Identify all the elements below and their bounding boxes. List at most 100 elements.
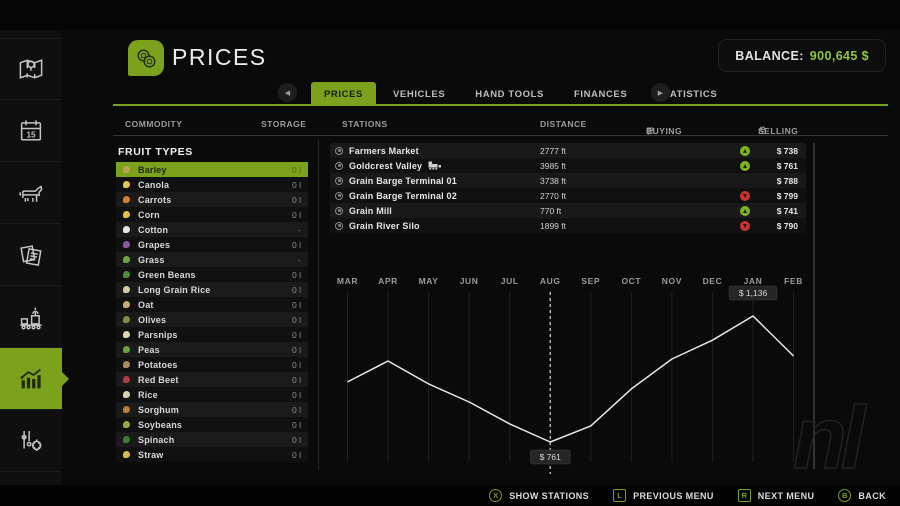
tab-prices[interactable]: PRICES <box>311 82 376 106</box>
station-name: Farmers Market <box>349 145 419 156</box>
selling-icon <box>758 126 767 135</box>
balance-value: 900,645 $ <box>809 48 869 63</box>
station-row[interactable]: Grain Barge Terminal 02 2770 ft $ 799 <box>330 188 806 203</box>
sidebar-item-settings[interactable] <box>0 410 62 472</box>
fruit-type-row[interactable]: Red Beet 0 l <box>116 372 308 387</box>
watermark-logo: nl <box>792 388 866 487</box>
fruit-type-row[interactable]: Potatoes 0 l <box>116 357 308 372</box>
tabs-prev-button[interactable]: ◀ <box>278 83 297 102</box>
hint-next-menu[interactable]: R NEXT MENU <box>737 489 815 502</box>
crop-storage-value: 0 l <box>292 299 301 310</box>
month-label: JAN <box>744 276 763 286</box>
crop-name: Grapes <box>138 239 171 250</box>
station-name-cell: Grain Barge Terminal 01 <box>335 173 457 188</box>
fruit-type-row[interactable]: Cotton - <box>116 222 308 237</box>
month-label: DEC <box>703 276 723 286</box>
sidebar-item-animals[interactable] <box>0 162 62 224</box>
production-icon <box>16 302 46 332</box>
station-name: Grain Barge Terminal 01 <box>349 175 457 186</box>
station-distance: 3985 ft <box>540 161 566 171</box>
fruit-type-row[interactable]: Spinach 0 l <box>116 432 308 447</box>
station-name-cell: Grain River Silo <box>335 218 420 233</box>
sidebar-item-statistics[interactable] <box>0 348 69 410</box>
station-row[interactable]: Grain Mill 770 ft $ 741 <box>330 203 806 218</box>
button-hint-bar: X SHOW STATIONS L PREVIOUS MENU R NEXT MENU B B… <box>0 485 900 506</box>
station-price: $ 788 <box>776 176 798 186</box>
sidebar-item-calendar[interactable]: 15 <box>0 100 62 162</box>
gamepad-button-l-icon: L <box>613 489 627 502</box>
fruit-type-row[interactable]: Green Beans 0 l <box>116 267 308 282</box>
price-annotation-label: $ 1,136 <box>739 288 768 298</box>
sidebar-item-contracts[interactable] <box>0 224 62 286</box>
crop-storage-value: 0 l <box>292 434 301 445</box>
tab-statistics[interactable]: STATISTICS <box>657 88 718 100</box>
crop-name: Rice <box>138 389 158 400</box>
hint-back[interactable]: B BACK <box>838 489 886 502</box>
prices-icon <box>128 40 164 76</box>
settings-icon <box>16 426 46 456</box>
fruit-type-row[interactable]: Peas 0 l <box>116 342 308 357</box>
month-label: APR <box>378 276 398 286</box>
sidebar-item-map[interactable] <box>0 38 62 100</box>
stations-table: Farmers Market 2777 ft $ 738 Goldcrest Vall… <box>330 143 806 233</box>
crop-storage-value: 0 l <box>292 239 301 250</box>
crop-name: Straw <box>138 449 164 460</box>
crop-name: Cotton <box>138 224 169 235</box>
fruit-type-row[interactable]: Oat 0 l <box>116 297 308 312</box>
sidebar-item-production[interactable] <box>0 286 62 348</box>
crop-icon <box>123 331 130 338</box>
tab-finances[interactable]: FINANCES <box>573 88 628 100</box>
column-stations: STATIONS <box>342 119 388 129</box>
fruit-type-list: Barley 0 l Canola 0 l Carrots 0 l Corn 0 l Cotto… <box>116 162 308 462</box>
fruit-type-row[interactable]: Straw 0 l <box>116 447 308 462</box>
crop-name: Barley <box>138 164 167 175</box>
station-row[interactable]: Grain River Silo 1899 ft $ 790 <box>330 218 806 233</box>
fruit-type-row[interactable]: Parsnips 0 l <box>116 327 308 342</box>
fruit-type-row[interactable]: Rice 0 l <box>116 387 308 402</box>
fruit-type-row[interactable]: Sorghum 0 l <box>116 402 308 417</box>
station-name: Grain Mill <box>349 205 393 216</box>
fruit-type-row[interactable]: Soybeans 0 l <box>116 417 308 432</box>
tab-underline <box>113 104 888 106</box>
month-label: JUN <box>460 276 479 286</box>
crop-storage-value: 0 l <box>292 179 301 190</box>
crop-name: Peas <box>138 344 160 355</box>
column-commodity: COMMODITY <box>125 119 183 129</box>
station-row[interactable]: Farmers Market 2777 ft $ 738 <box>330 143 806 158</box>
tab-vehicles[interactable]: VEHICLES <box>392 88 446 100</box>
fruit-type-row[interactable]: Carrots 0 l <box>116 192 308 207</box>
crop-icon <box>123 346 130 353</box>
station-price: $ 790 <box>776 221 798 231</box>
fruit-type-row[interactable]: Olives 0 l <box>116 312 308 327</box>
crop-name: Green Beans <box>138 269 196 280</box>
crop-name: Spinach <box>138 434 175 445</box>
buying-icon <box>646 126 655 135</box>
month-label: FEB <box>784 276 803 286</box>
crop-icon <box>123 196 130 203</box>
gamepad-button-x-icon: X <box>489 489 503 502</box>
tab-hand-tools[interactable]: HAND TOOLS <box>475 88 544 100</box>
stations-scrollbar[interactable] <box>813 143 815 469</box>
fruit-type-row[interactable]: Barley 0 l <box>116 162 308 177</box>
fruit-type-row[interactable]: Canola 0 l <box>116 177 308 192</box>
page-title: PRICES <box>172 44 267 70</box>
crop-icon <box>123 256 130 263</box>
fruit-type-row[interactable]: Long Grain Rice 0 l <box>116 282 308 297</box>
fruit-type-row[interactable]: Grass - <box>116 252 308 267</box>
crop-storage-value: 0 l <box>292 449 301 460</box>
crop-name: Carrots <box>138 194 172 205</box>
fruit-type-row[interactable]: Corn 0 l <box>116 207 308 222</box>
top-letterbox <box>0 0 900 30</box>
crop-name: Long Grain Rice <box>138 284 211 295</box>
crop-icon <box>123 406 130 413</box>
crop-name: Sorghum <box>138 404 179 415</box>
crop-icon <box>123 241 130 248</box>
price-trend-up-icon <box>740 160 750 171</box>
station-row[interactable]: Goldcrest Valley 3985 ft $ 761 <box>330 158 806 173</box>
hint-show-stations[interactable]: X SHOW STATIONS <box>489 489 589 502</box>
station-row[interactable]: Grain Barge Terminal 01 3738 ft $ 788 <box>330 173 806 188</box>
fruit-type-row[interactable]: Grapes 0 l <box>116 237 308 252</box>
tabs-next-button[interactable]: ▶ <box>651 83 670 102</box>
hint-previous-menu[interactable]: L PREVIOUS MENU <box>613 489 714 502</box>
